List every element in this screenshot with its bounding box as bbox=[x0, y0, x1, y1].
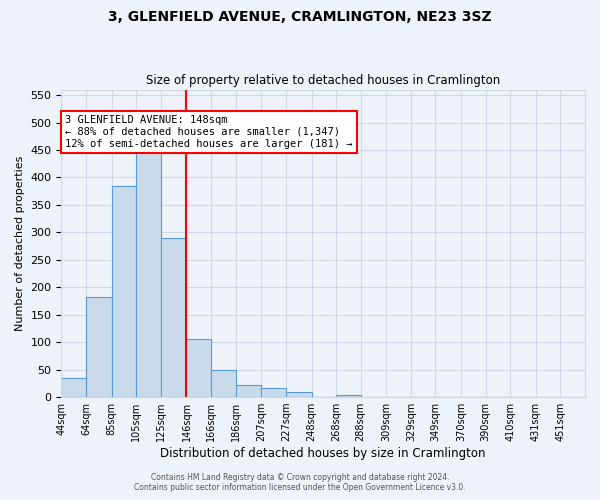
Text: 3 GLENFIELD AVENUE: 148sqm
← 88% of detached houses are smaller (1,347)
12% of s: 3 GLENFIELD AVENUE: 148sqm ← 88% of deta… bbox=[65, 116, 353, 148]
Bar bbox=[461, 396, 485, 397]
Bar bbox=[86, 296, 112, 397]
Y-axis label: Number of detached properties: Number of detached properties bbox=[15, 156, 25, 331]
Bar bbox=[61, 378, 86, 397]
Text: Contains HM Land Registry data © Crown copyright and database right 2024.
Contai: Contains HM Land Registry data © Crown c… bbox=[134, 473, 466, 492]
Text: 3, GLENFIELD AVENUE, CRAMLINGTON, NE23 3SZ: 3, GLENFIELD AVENUE, CRAMLINGTON, NE23 3… bbox=[108, 10, 492, 24]
Bar bbox=[161, 238, 187, 397]
Title: Size of property relative to detached houses in Cramlington: Size of property relative to detached ho… bbox=[146, 74, 500, 87]
Bar bbox=[211, 370, 236, 397]
Bar bbox=[286, 392, 311, 397]
Bar bbox=[112, 186, 136, 397]
Bar bbox=[187, 340, 211, 397]
Bar bbox=[261, 388, 286, 397]
Bar bbox=[510, 396, 536, 397]
Bar bbox=[386, 396, 411, 397]
X-axis label: Distribution of detached houses by size in Cramlington: Distribution of detached houses by size … bbox=[160, 447, 486, 460]
Bar bbox=[136, 146, 161, 397]
Bar bbox=[336, 396, 361, 397]
Bar bbox=[236, 385, 261, 397]
Bar bbox=[536, 396, 560, 397]
